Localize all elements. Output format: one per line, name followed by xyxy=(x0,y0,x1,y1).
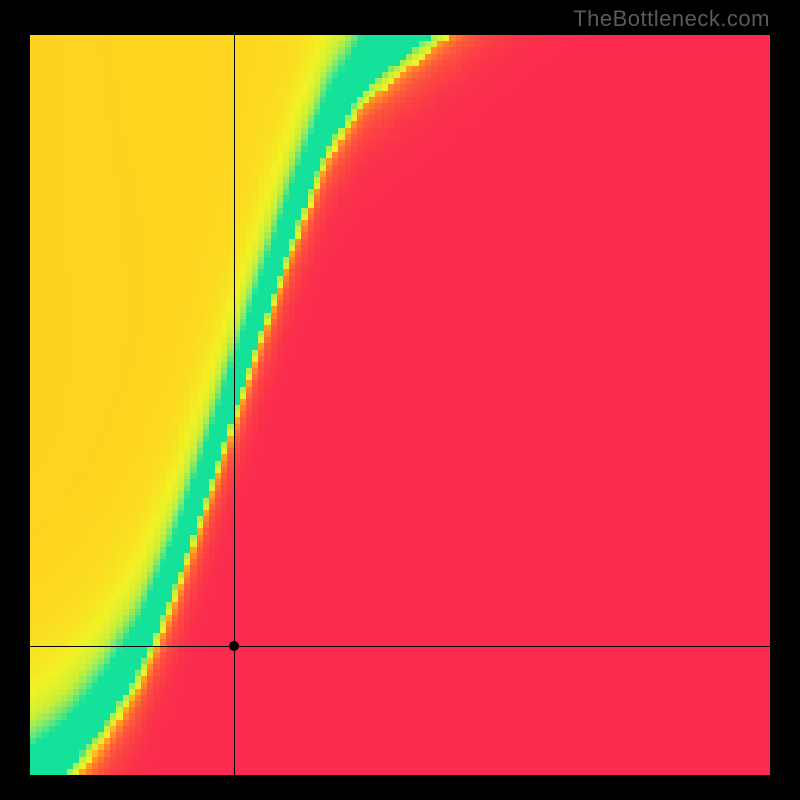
crosshair-vertical xyxy=(234,35,235,775)
crosshair-point xyxy=(229,641,239,651)
watermark-text: TheBottleneck.com xyxy=(573,6,770,32)
crosshair-horizontal xyxy=(30,646,770,647)
plot-area xyxy=(30,35,770,775)
heatmap-canvas xyxy=(30,35,770,775)
